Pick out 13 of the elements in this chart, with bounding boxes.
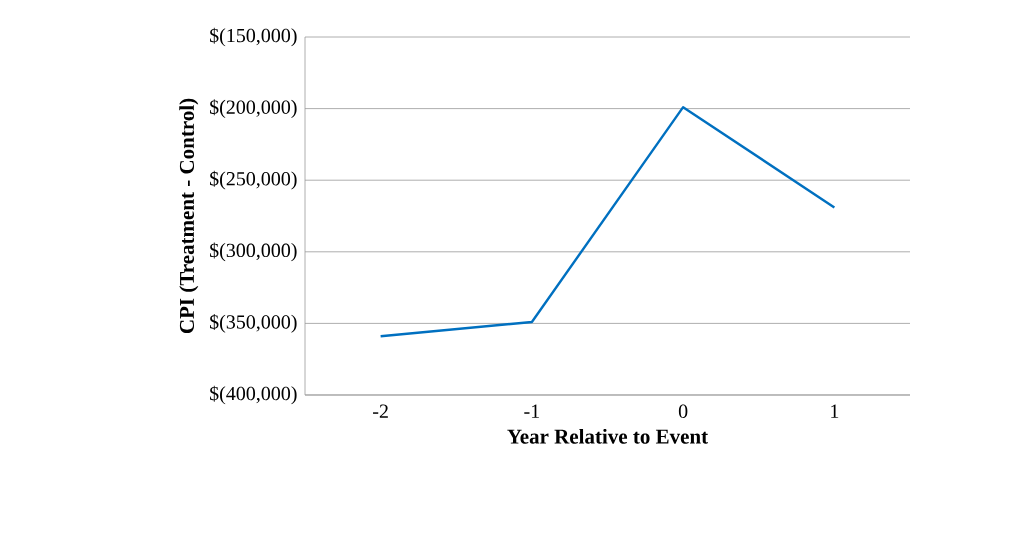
y-axis-title: CPI (Treatment - Control): [179, 98, 199, 334]
x-tick-label: 0: [678, 404, 688, 419]
y-tick-label: $(150,000): [210, 27, 297, 47]
y-tick-label: $(300,000): [210, 242, 297, 262]
y-tick-label: $(250,000): [210, 170, 297, 190]
y-tick-label: $(400,000): [210, 385, 297, 405]
x-tick-label: -2: [373, 404, 388, 418]
x-tick-label: -1: [524, 404, 540, 418]
x-tick-label: 1: [831, 404, 839, 418]
y-tick-label: $(200,000): [210, 99, 297, 118]
x-axis-title: Year Relative to Event: [507, 428, 709, 444]
line-series: [379, 105, 836, 338]
y-tick-label: $(350,000): [210, 314, 297, 333]
